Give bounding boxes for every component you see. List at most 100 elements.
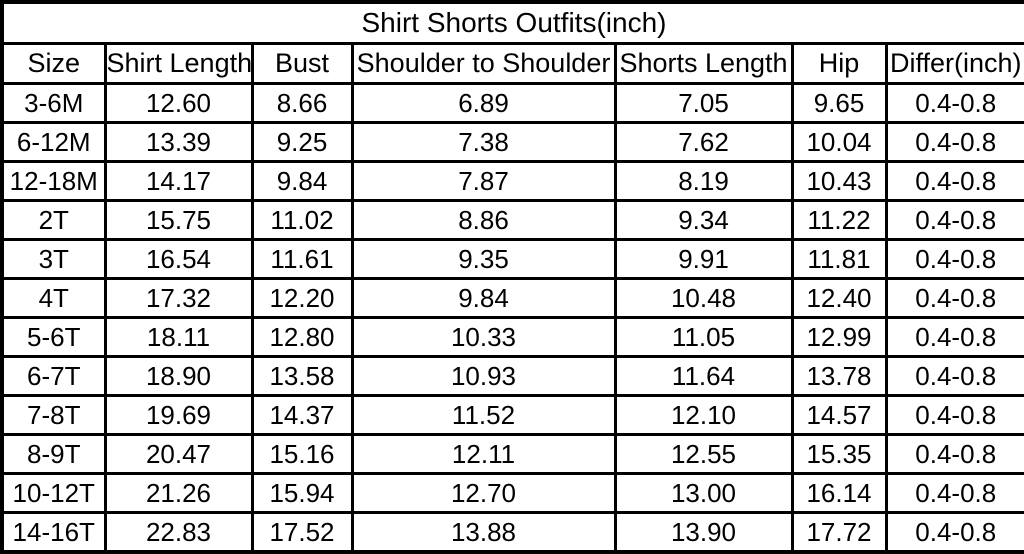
column-header-bust: Bust	[250, 42, 354, 85]
value-cell: 13.78	[790, 355, 888, 397]
value-cell: 0.4-0.8	[884, 199, 1024, 241]
value-cell: 9.91	[613, 238, 794, 280]
value-cell: 10.33	[350, 316, 617, 358]
table-row: 3T 16.54 11.61 9.35 9.91 11.81 0.4-0.8	[0, 238, 1024, 280]
column-header-size: Size	[0, 42, 107, 85]
column-header-differ-inch: Differ(inch)	[884, 42, 1024, 85]
column-header-shorts-length: Shorts Length	[613, 42, 794, 85]
value-cell: 12.20	[250, 277, 354, 319]
table-row: 6-12M 13.39 9.25 7.38 7.62 10.04 0.4-0.8	[0, 121, 1024, 163]
column-header-shirt-length: Shirt Length	[103, 42, 254, 85]
value-cell: 15.75	[103, 199, 254, 241]
value-cell: 20.47	[103, 433, 254, 475]
value-cell: 7.62	[613, 121, 794, 163]
value-cell: 15.35	[790, 433, 888, 475]
value-cell: 8.86	[350, 199, 617, 241]
value-cell: 11.22	[790, 199, 888, 241]
size-cell: 7-8T	[0, 394, 107, 436]
value-cell: 11.81	[790, 238, 888, 280]
value-cell: 13.58	[250, 355, 354, 397]
column-header-hip: Hip	[790, 42, 888, 85]
value-cell: 9.34	[613, 199, 794, 241]
value-cell: 11.02	[250, 199, 354, 241]
value-cell: 6.89	[350, 82, 617, 124]
table-row: 14-16T 22.83 17.52 13.88 13.90 17.72 0.4-0.8	[0, 511, 1024, 554]
size-cell: 3T	[0, 238, 107, 280]
value-cell: 13.39	[103, 121, 254, 163]
value-cell: 10.43	[790, 160, 888, 202]
value-cell: 17.52	[250, 511, 354, 554]
value-cell: 7.05	[613, 82, 794, 124]
value-cell: 12.11	[350, 433, 617, 475]
value-cell: 12.40	[790, 277, 888, 319]
table-row: 8-9T 20.47 15.16 12.11 12.55 15.35 0.4-0.8	[0, 433, 1024, 475]
value-cell: 9.84	[250, 160, 354, 202]
table-row: 5-6T 18.11 12.80 10.33 11.05 12.99 0.4-0.8	[0, 316, 1024, 358]
value-cell: 14.57	[790, 394, 888, 436]
value-cell: 0.4-0.8	[884, 277, 1024, 319]
value-cell: 0.4-0.8	[884, 82, 1024, 124]
value-cell: 12.55	[613, 433, 794, 475]
value-cell: 9.35	[350, 238, 617, 280]
value-cell: 9.84	[350, 277, 617, 319]
size-cell: 4T	[0, 277, 107, 319]
value-cell: 11.52	[350, 394, 617, 436]
value-cell: 12.60	[103, 82, 254, 124]
value-cell: 9.25	[250, 121, 354, 163]
value-cell: 0.4-0.8	[884, 160, 1024, 202]
value-cell: 9.65	[790, 82, 888, 124]
size-cell: 6-12M	[0, 121, 107, 163]
value-cell: 18.90	[103, 355, 254, 397]
size-cell: 5-6T	[0, 316, 107, 358]
column-header-shoulder-to-shoulder: Shoulder to Shoulder	[350, 42, 617, 85]
value-cell: 0.4-0.8	[884, 355, 1024, 397]
value-cell: 11.64	[613, 355, 794, 397]
size-cell: 2T	[0, 199, 107, 241]
value-cell: 12.80	[250, 316, 354, 358]
value-cell: 19.69	[103, 394, 254, 436]
value-cell: 10.93	[350, 355, 617, 397]
size-cell: 6-7T	[0, 355, 107, 397]
value-cell: 0.4-0.8	[884, 394, 1024, 436]
table-title: Shirt Shorts Outfits(inch)	[0, 0, 1024, 45]
value-cell: 0.4-0.8	[884, 316, 1024, 358]
title-row: Shirt Shorts Outfits(inch)	[0, 0, 1024, 45]
size-cell: 8-9T	[0, 433, 107, 475]
value-cell: 14.17	[103, 160, 254, 202]
value-cell: 13.90	[613, 511, 794, 554]
value-cell: 8.19	[613, 160, 794, 202]
value-cell: 15.16	[250, 433, 354, 475]
table-row: 3-6M 12.60 8.66 6.89 7.05 9.65 0.4-0.8	[0, 82, 1024, 124]
value-cell: 17.72	[790, 511, 888, 554]
value-cell: 7.87	[350, 160, 617, 202]
value-cell: 0.4-0.8	[884, 121, 1024, 163]
value-cell: 18.11	[103, 316, 254, 358]
value-cell: 10.48	[613, 277, 794, 319]
value-cell: 7.38	[350, 121, 617, 163]
table-body: 3-6M 12.60 8.66 6.89 7.05 9.65 0.4-0.8 6-12M 13.…	[0, 82, 1024, 554]
size-cell: 3-6M	[0, 82, 107, 124]
value-cell: 11.05	[613, 316, 794, 358]
value-cell: 0.4-0.8	[884, 433, 1024, 475]
table-row: 4T 17.32 12.20 9.84 10.48 12.40 0.4-0.8	[0, 277, 1024, 319]
value-cell: 12.10	[613, 394, 794, 436]
value-cell: 17.32	[103, 277, 254, 319]
value-cell: 13.88	[350, 511, 617, 554]
table-row: 7-8T 19.69 14.37 11.52 12.10 14.57 0.4-0.8	[0, 394, 1024, 436]
value-cell: 0.4-0.8	[884, 511, 1024, 554]
value-cell: 8.66	[250, 82, 354, 124]
size-cell: 12-18M	[0, 160, 107, 202]
value-cell: 0.4-0.8	[884, 238, 1024, 280]
value-cell: 10.04	[790, 121, 888, 163]
header-row: Size Shirt Length Bust Shoulder to Shoulder…	[0, 42, 1024, 85]
value-cell: 14.37	[250, 394, 354, 436]
table-row: 2T 15.75 11.02 8.86 9.34 11.22 0.4-0.8	[0, 199, 1024, 241]
table-row: 6-7T 18.90 13.58 10.93 11.64 13.78 0.4-0.8	[0, 355, 1024, 397]
table-row: 12-18M 14.17 9.84 7.87 8.19 10.43 0.4-0.8	[0, 160, 1024, 202]
value-cell: 22.83	[103, 511, 254, 554]
value-cell: 12.99	[790, 316, 888, 358]
value-cell: 16.54	[103, 238, 254, 280]
size-cell: 14-16T	[0, 511, 107, 554]
value-cell: 11.61	[250, 238, 354, 280]
